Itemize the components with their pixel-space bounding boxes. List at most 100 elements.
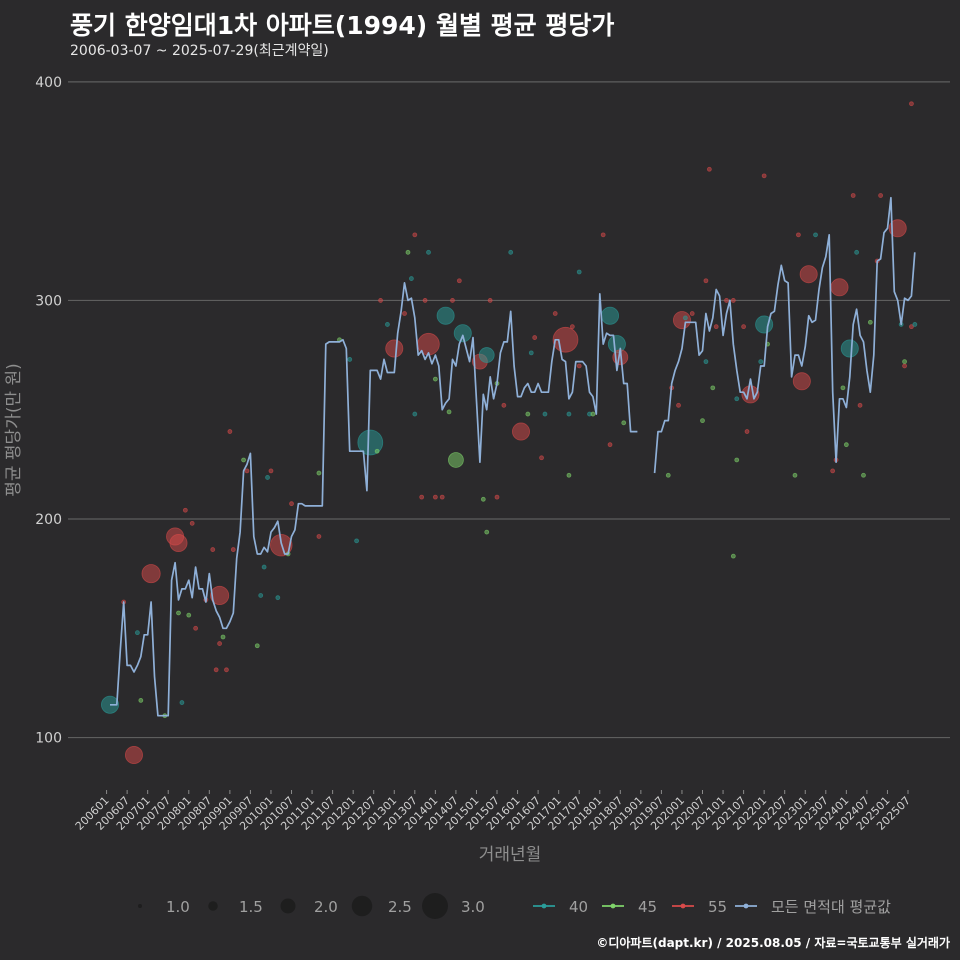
scatter-point-45	[480, 496, 486, 502]
scatter-point-40	[912, 322, 918, 327]
scatter-point-45	[902, 359, 907, 365]
scatter-point-55	[888, 219, 907, 238]
scatter-point-45	[840, 385, 846, 391]
scatter-point-55	[402, 311, 407, 316]
size-legend-label: 1.0	[166, 898, 190, 916]
legend-label: 40	[569, 898, 588, 916]
scatter-point-45	[700, 418, 705, 424]
scatter-point-45	[448, 452, 464, 468]
scatter-point-45	[176, 610, 181, 616]
scatter-point-55	[799, 265, 818, 284]
scatter-point-40	[734, 396, 740, 402]
scatter-point-45	[484, 529, 490, 535]
legend-label: 55	[708, 898, 727, 916]
scatter-point-40	[426, 249, 431, 255]
scatter-point-55	[217, 641, 222, 646]
scatter-point-40	[258, 593, 264, 598]
scatter-point-55	[539, 455, 544, 461]
scatter-point-55	[316, 534, 322, 539]
scatter-point-55	[450, 298, 455, 303]
scatter-point-45	[861, 472, 866, 478]
scatter-point-55	[576, 363, 582, 369]
scatter-point-40	[412, 411, 418, 417]
scatter-point-55	[689, 311, 695, 316]
x-axis: 2006012006072007012007072008012008072009…	[73, 790, 913, 833]
scatter-point-55	[268, 468, 274, 474]
size-legend-dot	[280, 898, 296, 914]
scatter-point-45	[665, 472, 671, 478]
scatter-point-40	[179, 700, 185, 705]
chart-subtitle: 2006-03-07 ~ 2025-07-29(최근계약일)	[70, 43, 329, 59]
scatter-point-40	[347, 357, 353, 362]
scatter-point-55	[244, 468, 250, 474]
scatter-point-55	[210, 547, 216, 552]
scatter-point-55	[676, 402, 681, 408]
average-line	[110, 196, 916, 717]
scatter-point-55	[230, 547, 236, 552]
grid-lines	[68, 81, 950, 739]
scatter-point-40	[758, 359, 764, 365]
scatter-point-45	[374, 448, 380, 454]
scatter-point-40	[275, 595, 281, 601]
scatter-point-45	[566, 472, 572, 478]
scatter-point-55	[227, 429, 233, 434]
scatter-point-55	[189, 520, 195, 526]
scatter-point-40	[528, 350, 534, 356]
legend: 1.0 1.5 2.0 2.5 3.0 40 45 55 모든 면적대 평균값	[138, 893, 891, 919]
y-axis: 100 200 300 400	[35, 75, 62, 747]
y-tick-label: 200	[35, 512, 62, 528]
scatter-point-45	[220, 634, 226, 640]
scatter-point-55	[124, 746, 143, 765]
scatter-point-55	[422, 298, 428, 303]
scatter-point-40	[436, 306, 455, 325]
scatter-point-45	[316, 470, 322, 476]
scatter-point-55	[511, 422, 530, 441]
size-legend-dot	[422, 893, 448, 919]
scatter-point-55	[724, 298, 729, 303]
average-line-layer	[110, 196, 916, 717]
scatter-point-45	[734, 457, 740, 463]
scatter-point-40	[682, 315, 688, 321]
scatter-point-55	[456, 278, 462, 284]
scatter-point-40	[453, 324, 472, 343]
scatter-point-55	[193, 625, 199, 631]
size-legend-label: 2.0	[314, 898, 338, 916]
scatter-point-55	[857, 402, 863, 408]
scatter-point-55	[796, 232, 801, 238]
scatter-point-55	[224, 667, 229, 673]
scatter-point-55	[761, 173, 767, 179]
scatter-points	[101, 101, 918, 765]
scatter-point-55	[730, 298, 736, 303]
scatter-point-40	[813, 232, 818, 238]
scatter-point-55	[169, 534, 188, 553]
scatter-point-55	[182, 507, 188, 513]
scatter-point-55	[213, 667, 219, 673]
x-axis-label: 거래년월	[479, 845, 542, 865]
scatter-point-40	[357, 429, 384, 456]
scatter-point-55	[744, 429, 750, 434]
scatter-point-55	[432, 494, 438, 500]
scatter-point-40	[854, 249, 860, 255]
legend-label: 모든 면적대 평균값	[771, 898, 891, 916]
scatter-point-45	[843, 442, 849, 448]
legend-swatch-dot	[743, 903, 749, 909]
scatter-point-40	[576, 269, 582, 275]
scatter-point-45	[867, 319, 873, 325]
scatter-point-45	[138, 697, 144, 703]
scatter-point-45	[621, 420, 627, 426]
scatter-point-55	[672, 311, 691, 330]
scatter-point-55	[141, 564, 161, 584]
scatter-point-55	[902, 363, 907, 369]
scatter-point-55	[439, 494, 445, 500]
scatter-point-55	[878, 193, 884, 198]
scatter-point-40	[385, 322, 390, 327]
scatter-point-45	[710, 385, 716, 391]
scatter-point-55	[289, 501, 294, 507]
scatter-point-55	[378, 298, 383, 303]
scatter-point-55	[569, 324, 575, 330]
scatter-point-40	[354, 538, 359, 544]
scatter-point-55	[741, 324, 747, 330]
scatter-point-55	[909, 324, 914, 330]
scatter-point-55	[909, 101, 914, 107]
